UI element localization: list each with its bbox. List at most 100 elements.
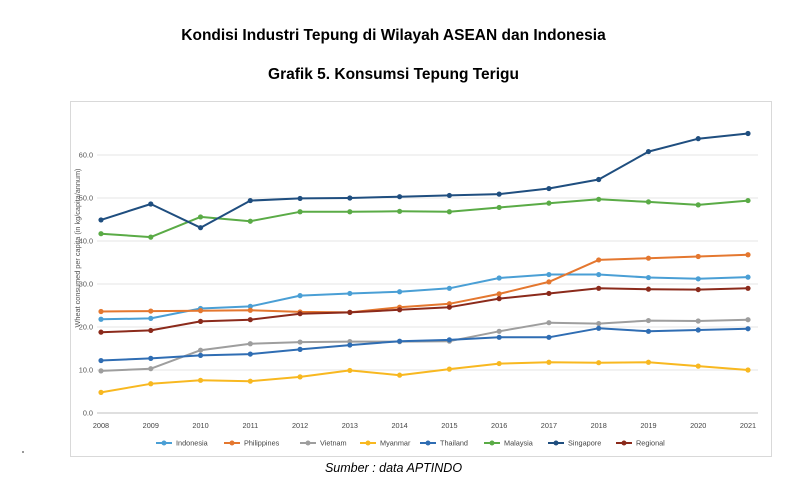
data-point — [596, 360, 602, 366]
series-singapore — [98, 130, 751, 231]
chart-title: Grafik 5. Konsumsi Tepung Terigu — [268, 66, 519, 83]
data-point — [446, 192, 452, 199]
data-point — [297, 339, 303, 345]
data-point — [645, 286, 652, 292]
data-point — [695, 286, 701, 293]
legend-item-vietnam[interactable]: Vietnam — [300, 439, 347, 448]
data-point — [496, 328, 502, 334]
data-point — [148, 381, 154, 387]
x-tick-label: 2015 — [441, 421, 457, 430]
data-point — [496, 296, 502, 302]
y-tick-label: 60.0 — [79, 151, 93, 160]
data-point — [596, 285, 602, 291]
series-malaysia — [98, 196, 751, 240]
x-tick-label: 2012 — [292, 421, 308, 430]
legend-item-malaysia[interactable]: Malaysia — [484, 439, 534, 448]
data-point — [546, 359, 552, 365]
data-point — [596, 257, 602, 263]
legend-item-indonesia[interactable]: Indonesia — [156, 439, 209, 448]
x-tick-label: 2016 — [491, 421, 507, 430]
data-point — [546, 279, 552, 285]
legend-item-singapore[interactable]: Singapore — [548, 439, 601, 448]
data-point — [546, 185, 552, 192]
series-regional — [98, 285, 751, 335]
x-tick-label: 2018 — [591, 421, 607, 430]
x-tick-label: 2019 — [640, 421, 656, 430]
data-point — [397, 289, 403, 295]
data-point — [496, 204, 502, 211]
data-point — [98, 217, 104, 223]
data-point — [247, 317, 253, 323]
legend-swatch-marker — [365, 440, 371, 446]
document-title: Kondisi Industri Tepung di Wilayah ASEAN… — [181, 27, 606, 44]
y-tick-label: 50.0 — [79, 194, 93, 203]
legend-item-thailand[interactable]: Thailand — [420, 439, 468, 448]
data-point — [148, 366, 154, 372]
data-point — [695, 318, 701, 324]
data-point — [446, 285, 452, 291]
legend[interactable]: Indonesia Philippines Vietnam Myanmar Thaila… — [156, 439, 665, 448]
data-point — [247, 307, 253, 313]
x-tick-label: 2013 — [342, 421, 358, 430]
data-point — [596, 325, 602, 331]
legend-item-regional[interactable]: Regional — [616, 439, 665, 448]
data-point — [695, 276, 701, 282]
data-point — [98, 357, 104, 364]
x-tick-label: 2009 — [143, 421, 159, 430]
data-point — [745, 252, 751, 258]
data-point — [645, 317, 652, 324]
data-point — [496, 275, 502, 281]
data-point — [98, 329, 104, 335]
data-point — [546, 334, 552, 340]
data-point — [446, 304, 452, 310]
data-point — [247, 341, 253, 347]
data-point — [247, 351, 253, 357]
data-point — [645, 148, 652, 155]
data-point — [645, 359, 652, 365]
data-point — [546, 290, 552, 297]
series-indonesia — [98, 271, 751, 322]
axes: 0.0 10.0 20.0 30.0 40.0 50.0 60.0 2008 2009 2010 2… — [79, 151, 758, 430]
legend-swatch-marker — [621, 440, 627, 446]
series-line — [100, 327, 749, 362]
legend-label: Philippines — [244, 439, 280, 448]
data-point — [197, 225, 204, 231]
legend-swatch-marker — [489, 440, 495, 446]
x-tick-label: 2011 — [242, 421, 258, 430]
data-point — [397, 307, 403, 313]
data-point — [546, 271, 552, 278]
legend-item-philippines[interactable]: Philippines — [224, 439, 280, 448]
data-point — [596, 176, 602, 183]
data-point — [596, 320, 602, 327]
data-point — [745, 317, 751, 323]
series-line — [100, 132, 749, 229]
data-point — [347, 309, 353, 315]
data-point — [496, 360, 502, 367]
source-caption: Sumber : data APTINDO — [324, 461, 463, 475]
x-tick-label: 2021 — [740, 421, 756, 430]
data-point — [745, 285, 751, 291]
legend-swatch-marker — [553, 440, 559, 446]
legend-label: Malaysia — [504, 439, 534, 448]
data-point — [546, 320, 552, 326]
data-point — [347, 290, 353, 297]
data-point — [148, 201, 154, 207]
x-tick-label: 2008 — [93, 421, 109, 430]
legend-label: Myanmar — [380, 439, 411, 448]
data-point — [197, 352, 204, 358]
series-myanmar — [98, 359, 751, 395]
data-point — [347, 209, 353, 215]
legend-label: Thailand — [440, 439, 468, 448]
data-point — [695, 136, 701, 142]
data-point — [745, 367, 751, 373]
data-point — [148, 355, 154, 361]
legend-item-myanmar[interactable]: Myanmar — [360, 439, 411, 448]
data-point — [695, 363, 701, 369]
data-point — [297, 293, 303, 299]
data-point — [645, 274, 652, 281]
data-point — [745, 130, 751, 137]
data-point — [297, 346, 303, 352]
data-point — [496, 291, 502, 297]
data-point — [695, 327, 701, 333]
